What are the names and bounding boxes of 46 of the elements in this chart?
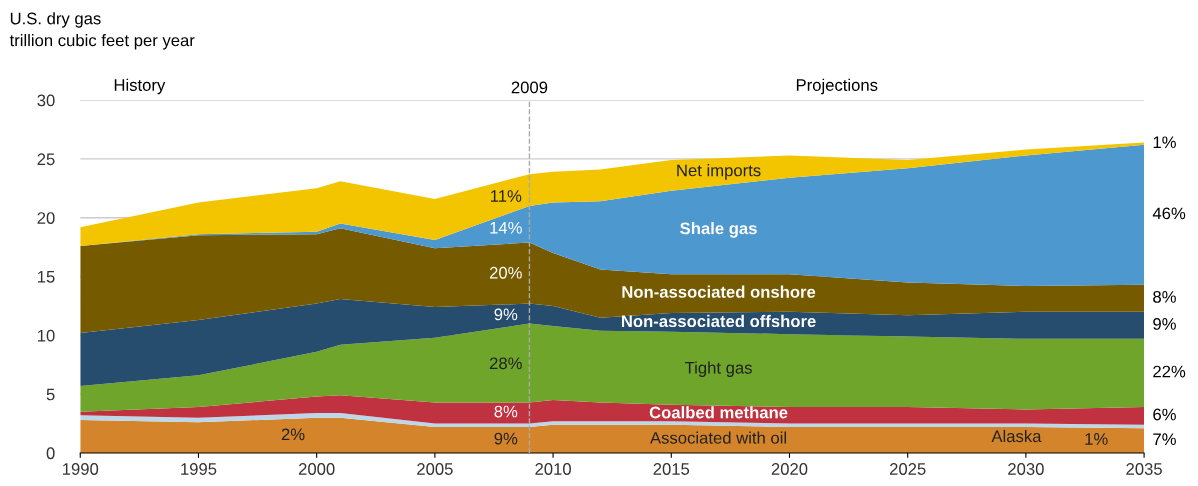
chart-subtitle: trillion cubic feet per year <box>9 34 195 50</box>
series-label: Non-associated onshore <box>622 285 816 298</box>
ref-line-label: 2009 <box>511 81 548 94</box>
text: 8% <box>1153 290 1176 303</box>
y-tick-label: 0 <box>46 447 55 460</box>
annotation: 8% <box>494 405 518 418</box>
y-tick-label: 25 <box>37 153 55 166</box>
series-label: Net imports <box>677 164 761 180</box>
text: 9% <box>1153 318 1176 330</box>
annotation: 2% <box>281 428 305 441</box>
x-tick-label: 2010 <box>535 463 571 475</box>
series-label: Alaska <box>991 429 1042 443</box>
annotation: 14% <box>490 221 522 234</box>
text: History <box>114 78 166 95</box>
annotation: 9% <box>494 432 518 445</box>
text: 46% <box>1152 207 1186 220</box>
series-label: Tight gas <box>684 361 752 377</box>
x-tick-label: 1990 <box>63 463 99 475</box>
annotation: 11% <box>491 190 522 202</box>
series-label: Associated with oil <box>650 431 786 444</box>
annotation: 9% <box>494 308 518 321</box>
x-tick-label: 2015 <box>653 463 690 475</box>
text: 7% <box>1153 433 1176 446</box>
series-label: Coalbed methane <box>649 406 788 419</box>
y-tick-label: 5 <box>46 388 55 401</box>
chart-title: U.S. dry gas <box>10 12 101 28</box>
x-tick-label: 1995 <box>181 463 217 475</box>
annotation: 20% <box>489 266 522 279</box>
y-tick-label: 10 <box>38 329 55 342</box>
y-tick-label: 30 <box>37 94 55 107</box>
x-tick-label: 2025 <box>889 463 926 475</box>
annotation: 28% <box>489 357 522 370</box>
x-tick-label: 2035 <box>1126 463 1162 475</box>
series-label: Shale gas <box>680 222 757 238</box>
series-label: Non-associated offshore <box>621 314 816 328</box>
x-tick-label: 2005 <box>417 463 453 475</box>
x-tick-label: 2000 <box>298 463 335 475</box>
y-tick-label: 20 <box>37 212 55 224</box>
text: Projections <box>796 78 878 95</box>
text: 6% <box>1153 408 1176 421</box>
y-tick-label: 15 <box>38 271 55 283</box>
text: 22% <box>1153 365 1186 378</box>
x-tick-label: 2020 <box>771 463 808 475</box>
annotation: 1% <box>1085 433 1108 445</box>
x-tick-label: 2030 <box>1008 463 1044 475</box>
text: 1% <box>1153 136 1176 149</box>
